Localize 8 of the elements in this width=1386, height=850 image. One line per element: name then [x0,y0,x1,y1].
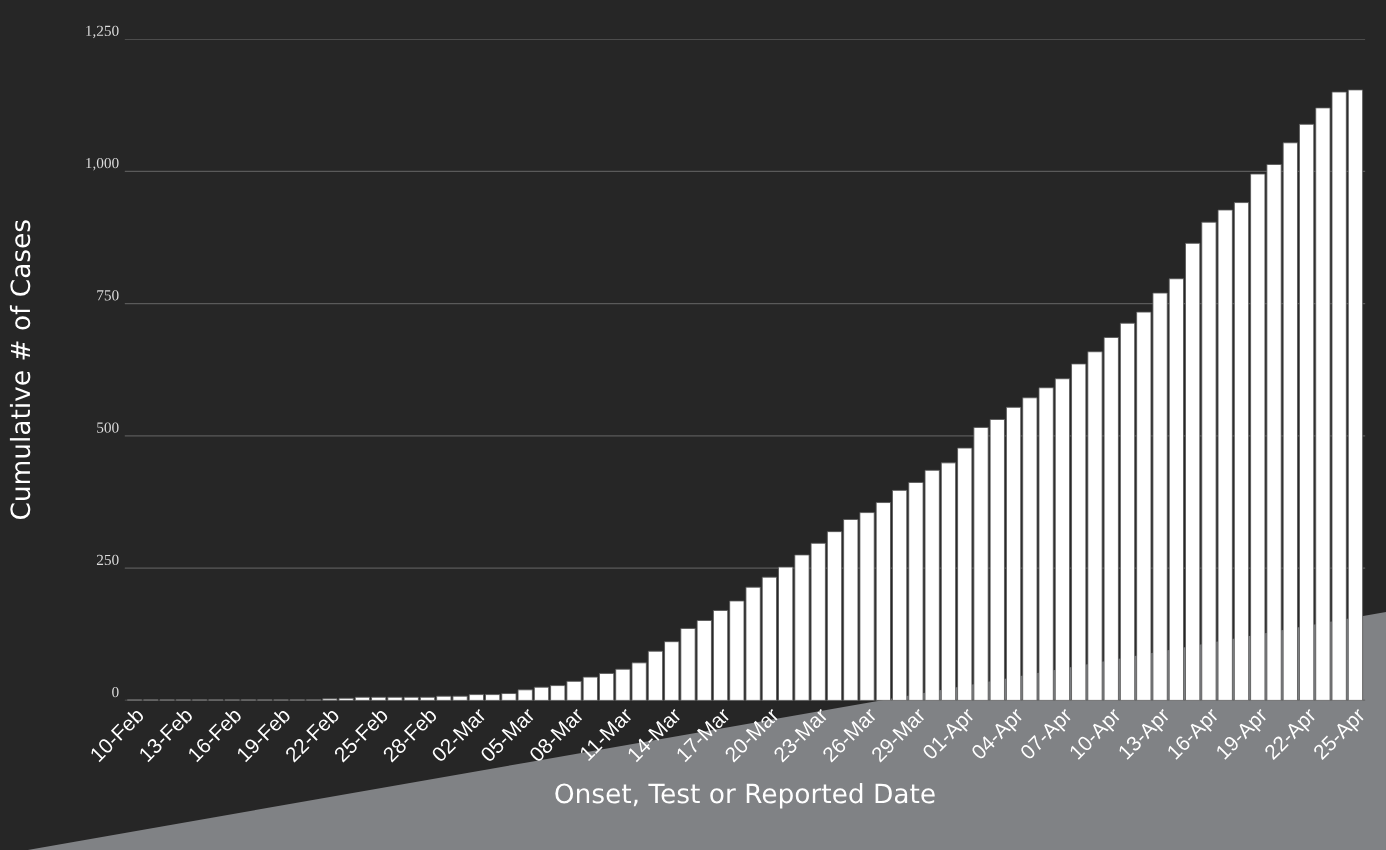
y-tick-label: 500 [97,422,119,433]
y-tick-label: 250 [96,554,119,566]
y-tick-label: 1,000 [86,157,119,171]
y-tick-label: 750 [97,290,119,301]
y-tick-label: 1,250 [86,25,119,39]
y-axis-title: Cumulative # of Cases [9,220,31,520]
x-axis-title: Onset, Test or Reported Date [555,783,935,809]
y-tick-label: 0 [112,686,119,698]
